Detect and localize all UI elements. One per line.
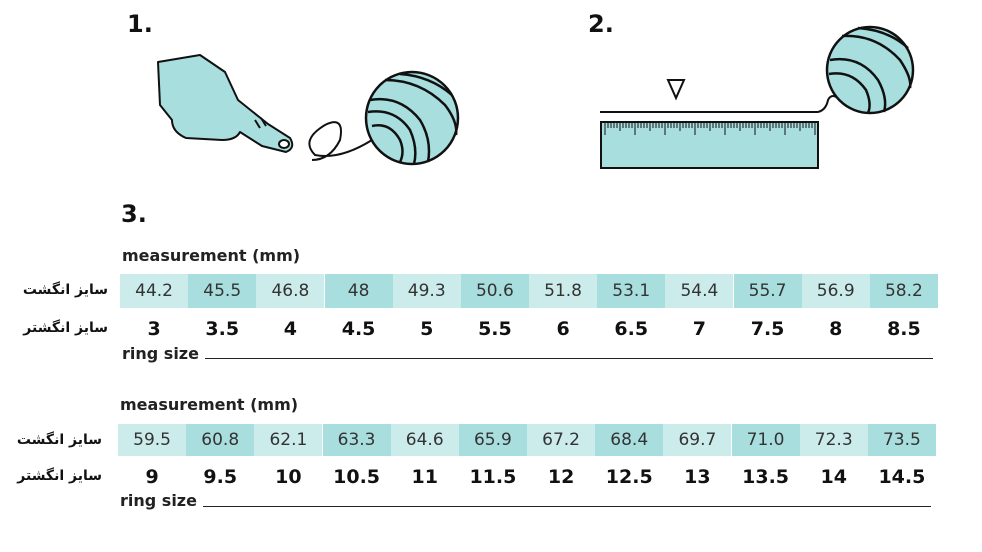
ring-size-value: 3 [147, 318, 161, 340]
measurement-cell: 54.4 [665, 274, 734, 308]
measurement-cell: 65.9 [458, 424, 527, 456]
ring-size-value: 13 [684, 466, 711, 488]
step-number: 2. [588, 10, 614, 38]
yarn-ball [364, 70, 460, 166]
ring-size-value: 10 [275, 466, 302, 488]
yarn-thread [308, 121, 373, 161]
measurement-cell: 63.3 [322, 424, 391, 456]
measurement-cell: 50.6 [460, 274, 529, 308]
finger-size-label: سایز انگشت [16, 432, 102, 448]
measurement-cell: 62.1 [254, 424, 323, 456]
ring-size-value: 6 [556, 318, 570, 340]
measurement-cell: 51.8 [529, 274, 598, 308]
measurement-cell: 72.3 [799, 424, 868, 456]
measurement-cell: 71.0 [731, 424, 800, 456]
ring-size-value: 12 [547, 466, 575, 488]
measurement-cell: 68.4 [595, 424, 664, 456]
measurement-cell: 55.7 [733, 274, 802, 308]
ring-size-value: 9.5 [203, 466, 238, 488]
measurement-cell: 44.2 [120, 274, 189, 308]
ring-size-value: 5.5 [478, 318, 512, 340]
ring-size-value: 9 [145, 466, 159, 488]
measurement-cell: 48 [324, 274, 393, 308]
ring-size-label: سایز انگشتر [17, 468, 102, 484]
ring-size-value: 4.5 [341, 318, 376, 340]
ring-size-value: 13.5 [742, 466, 790, 488]
measurement-cell: 67.2 [527, 424, 596, 456]
measurement-cell: 69.7 [663, 424, 732, 456]
ring-size-value: 8.5 [887, 318, 921, 340]
ring-size-caption: ring size [120, 491, 197, 510]
ring-size-value: 3.5 [205, 318, 240, 340]
measurement-cell: 59.5 [118, 424, 187, 456]
measurement-label: measurement (mm) [122, 246, 301, 265]
ring-size-value: 6.5 [614, 318, 649, 340]
measurement-cell: 49.3 [392, 274, 461, 308]
measurement-cell: 56.9 [801, 274, 870, 308]
measurement-label: measurement (mm) [120, 395, 299, 414]
step-number: 3. [121, 200, 147, 228]
ring-size-value: 7 [692, 318, 707, 340]
ring-size-value: 12.5 [605, 466, 653, 488]
measurement-cell: 73.5 [867, 424, 936, 456]
step-number: 1. [127, 10, 153, 38]
ring-size-value: 11 [411, 466, 438, 488]
measurement-cell: 45.5 [188, 274, 257, 308]
ring-size-caption: ring size [122, 344, 199, 363]
finger-size-label: سایز انگشت [22, 282, 108, 298]
measurement-cell: 58.2 [869, 274, 938, 308]
measurement-cell: 60.8 [186, 424, 255, 456]
ring-size-value: 14.5 [878, 466, 926, 488]
measurement-cell: 64.6 [390, 424, 459, 456]
hand-illustration [157, 54, 294, 153]
measurement-cell: 46.8 [256, 274, 325, 308]
ring-size-rule [203, 506, 931, 507]
ruler-illustration [600, 79, 841, 169]
ring-size-value: 14 [820, 466, 847, 488]
ring-size-value: 8 [829, 318, 843, 340]
ring-size-value: 11.5 [469, 466, 517, 488]
ring-size-value: 4 [283, 318, 298, 340]
measurement-cell: 53.1 [597, 274, 666, 308]
ring-size-value: 5 [420, 318, 434, 340]
ring-size-value: 10.5 [333, 466, 381, 488]
ring-size-value: 7.5 [750, 318, 785, 340]
ring-size-label: سایز انگشتر [23, 320, 108, 336]
yarn-ball [825, 25, 915, 115]
ring-size-rule [205, 358, 933, 359]
